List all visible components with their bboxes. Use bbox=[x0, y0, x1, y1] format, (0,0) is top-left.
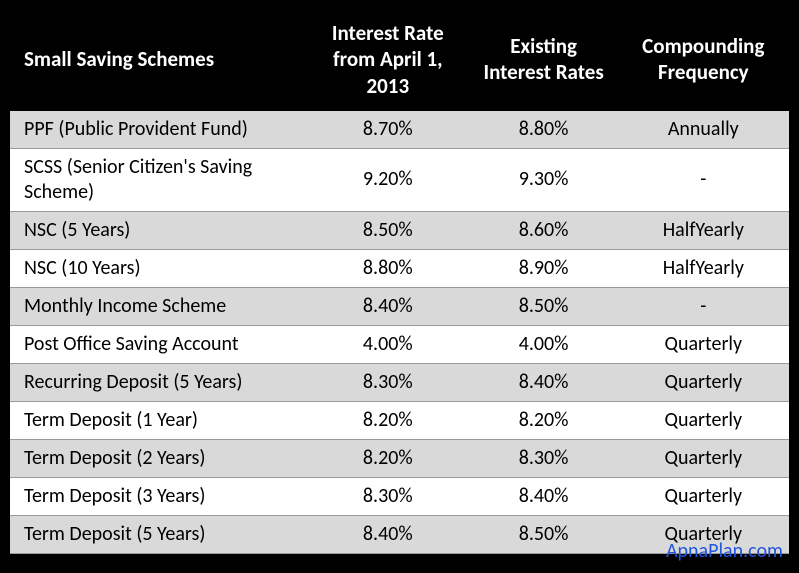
cell-rate-old: 8.50% bbox=[470, 515, 618, 553]
savings-schemes-table: Small Saving Schemes Interest Rate from … bbox=[10, 10, 789, 554]
cell-freq: Quarterly bbox=[618, 401, 789, 439]
cell-rate-old: 8.30% bbox=[470, 439, 618, 477]
table-row: Monthly Income Scheme 8.40% 8.50% - bbox=[10, 287, 789, 325]
cell-rate-old: 9.30% bbox=[470, 148, 618, 211]
cell-rate-new: 8.20% bbox=[306, 401, 470, 439]
cell-freq: HalfYearly bbox=[618, 249, 789, 287]
table-row: Term Deposit (1 Year) 8.20% 8.20% Quarte… bbox=[10, 401, 789, 439]
table-header: Small Saving Schemes Interest Rate from … bbox=[10, 10, 789, 110]
cell-rate-new: 8.50% bbox=[306, 211, 470, 249]
cell-freq: - bbox=[618, 287, 789, 325]
cell-scheme: Monthly Income Scheme bbox=[10, 287, 306, 325]
cell-scheme: Recurring Deposit (5 Years) bbox=[10, 363, 306, 401]
cell-freq: Annually bbox=[618, 110, 789, 149]
cell-rate-new: 9.20% bbox=[306, 148, 470, 211]
table-row: NSC (5 Years) 8.50% 8.60% HalfYearly bbox=[10, 211, 789, 249]
cell-rate-old: 8.40% bbox=[470, 477, 618, 515]
table-body: PPF (Public Provident Fund) 8.70% 8.80% … bbox=[10, 110, 789, 554]
table-row: Recurring Deposit (5 Years) 8.30% 8.40% … bbox=[10, 363, 789, 401]
cell-scheme: NSC (10 Years) bbox=[10, 249, 306, 287]
cell-freq: Quarterly bbox=[618, 325, 789, 363]
cell-rate-new: 8.40% bbox=[306, 287, 470, 325]
cell-scheme: Term Deposit (5 Years) bbox=[10, 515, 306, 553]
table-row: NSC (10 Years) 8.80% 8.90% HalfYearly bbox=[10, 249, 789, 287]
table-row: Term Deposit (2 Years) 8.20% 8.30% Quart… bbox=[10, 439, 789, 477]
cell-freq: - bbox=[618, 148, 789, 211]
cell-rate-old: 8.80% bbox=[470, 110, 618, 149]
cell-rate-new: 8.30% bbox=[306, 477, 470, 515]
cell-rate-old: 8.40% bbox=[470, 363, 618, 401]
cell-rate-new: 8.20% bbox=[306, 439, 470, 477]
cell-freq: Quarterly bbox=[618, 363, 789, 401]
col-header-rate-new: Interest Rate from April 1, 2013 bbox=[306, 10, 470, 110]
col-header-rate-old: Existing Interest Rates bbox=[470, 10, 618, 110]
table-row: Post Office Saving Account 4.00% 4.00% Q… bbox=[10, 325, 789, 363]
table-row: SCSS (Senior Citizen's Saving Scheme) 9.… bbox=[10, 148, 789, 211]
watermark-text: ApnaPlan.com bbox=[666, 539, 783, 563]
cell-scheme: SCSS (Senior Citizen's Saving Scheme) bbox=[10, 148, 306, 211]
cell-freq: HalfYearly bbox=[618, 211, 789, 249]
cell-scheme: Post Office Saving Account bbox=[10, 325, 306, 363]
cell-rate-new: 8.70% bbox=[306, 110, 470, 149]
cell-rate-old: 8.50% bbox=[470, 287, 618, 325]
cell-rate-old: 8.20% bbox=[470, 401, 618, 439]
cell-scheme: Term Deposit (2 Years) bbox=[10, 439, 306, 477]
cell-rate-new: 4.00% bbox=[306, 325, 470, 363]
cell-rate-new: 8.80% bbox=[306, 249, 470, 287]
cell-scheme: Term Deposit (1 Year) bbox=[10, 401, 306, 439]
cell-freq: Quarterly bbox=[618, 477, 789, 515]
col-header-scheme: Small Saving Schemes bbox=[10, 10, 306, 110]
table-row: PPF (Public Provident Fund) 8.70% 8.80% … bbox=[10, 110, 789, 149]
table-row: Term Deposit (3 Years) 8.30% 8.40% Quart… bbox=[10, 477, 789, 515]
cell-rate-new: 8.30% bbox=[306, 363, 470, 401]
cell-freq: Quarterly bbox=[618, 439, 789, 477]
cell-scheme: NSC (5 Years) bbox=[10, 211, 306, 249]
cell-rate-old: 8.90% bbox=[470, 249, 618, 287]
cell-rate-old: 8.60% bbox=[470, 211, 618, 249]
cell-rate-new: 8.40% bbox=[306, 515, 470, 553]
cell-scheme: Term Deposit (3 Years) bbox=[10, 477, 306, 515]
cell-scheme: PPF (Public Provident Fund) bbox=[10, 110, 306, 149]
col-header-freq: Compounding Frequency bbox=[618, 10, 789, 110]
cell-rate-old: 4.00% bbox=[470, 325, 618, 363]
